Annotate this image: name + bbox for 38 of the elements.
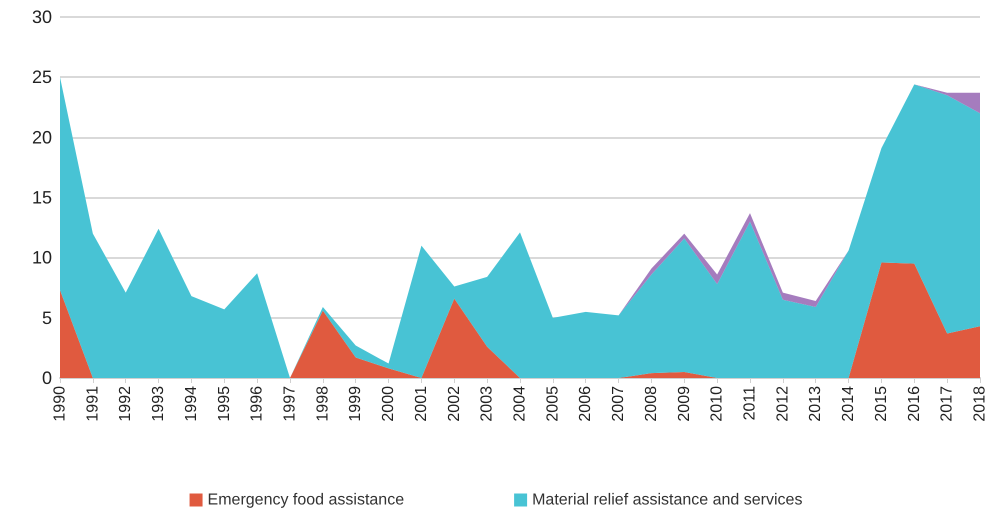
x-tick-label: 1992 xyxy=(117,386,134,422)
x-tick-label: 2011 xyxy=(742,386,758,420)
x-tick-label: 2012 xyxy=(774,386,792,422)
x-tick-label: 1993 xyxy=(150,386,168,422)
x-tick-label: 2004 xyxy=(512,386,528,422)
y-tick-label: 15 xyxy=(32,188,52,208)
x-tick-label: 2010 xyxy=(708,386,726,422)
y-tick-label: 25 xyxy=(32,67,52,88)
x-tick-label: 1991 xyxy=(84,386,102,422)
x-tick-label: 2018 xyxy=(972,386,988,422)
y-tick-label: 20 xyxy=(32,127,52,148)
y-tick-label: 5 xyxy=(42,308,52,328)
x-tick-label: 2006 xyxy=(577,386,594,422)
x-tick-label: 1997 xyxy=(282,386,298,422)
x-tick-label: 1998 xyxy=(314,386,332,422)
x-tick-label: 2017 xyxy=(938,386,956,422)
x-tick-label: 2014 xyxy=(840,386,858,422)
x-tick-label: 2009 xyxy=(676,386,693,422)
x-tick-label: 2000 xyxy=(380,386,398,422)
x-tick-label: 1995 xyxy=(216,386,233,422)
x-tick-label: 2003 xyxy=(478,386,496,422)
x-tick-label: 2013 xyxy=(807,386,824,422)
x-tick-label: 1994 xyxy=(182,386,200,422)
x-tick-label: 1990 xyxy=(52,386,68,422)
x-tick-label: 2008 xyxy=(642,386,660,422)
legend-label: Emergency food assistance xyxy=(208,492,404,508)
x-tick-label: 1996 xyxy=(248,386,266,422)
y-tick-label: 10 xyxy=(32,248,52,268)
x-tick-label: 1999 xyxy=(347,386,364,422)
x-tick-label: 2007 xyxy=(610,386,628,422)
legend-label: Material relief assistance and services xyxy=(532,492,802,508)
x-tick-label: 2016 xyxy=(906,386,923,422)
x-tick-label: 2005 xyxy=(544,386,562,422)
x-tick-label: 2015 xyxy=(872,386,890,422)
x-tick-label: 2002 xyxy=(446,386,463,422)
x-tick-label: 2001 xyxy=(412,386,430,422)
y-tick-label: 0 xyxy=(42,368,52,388)
y-tick-label: 30 xyxy=(32,7,52,27)
